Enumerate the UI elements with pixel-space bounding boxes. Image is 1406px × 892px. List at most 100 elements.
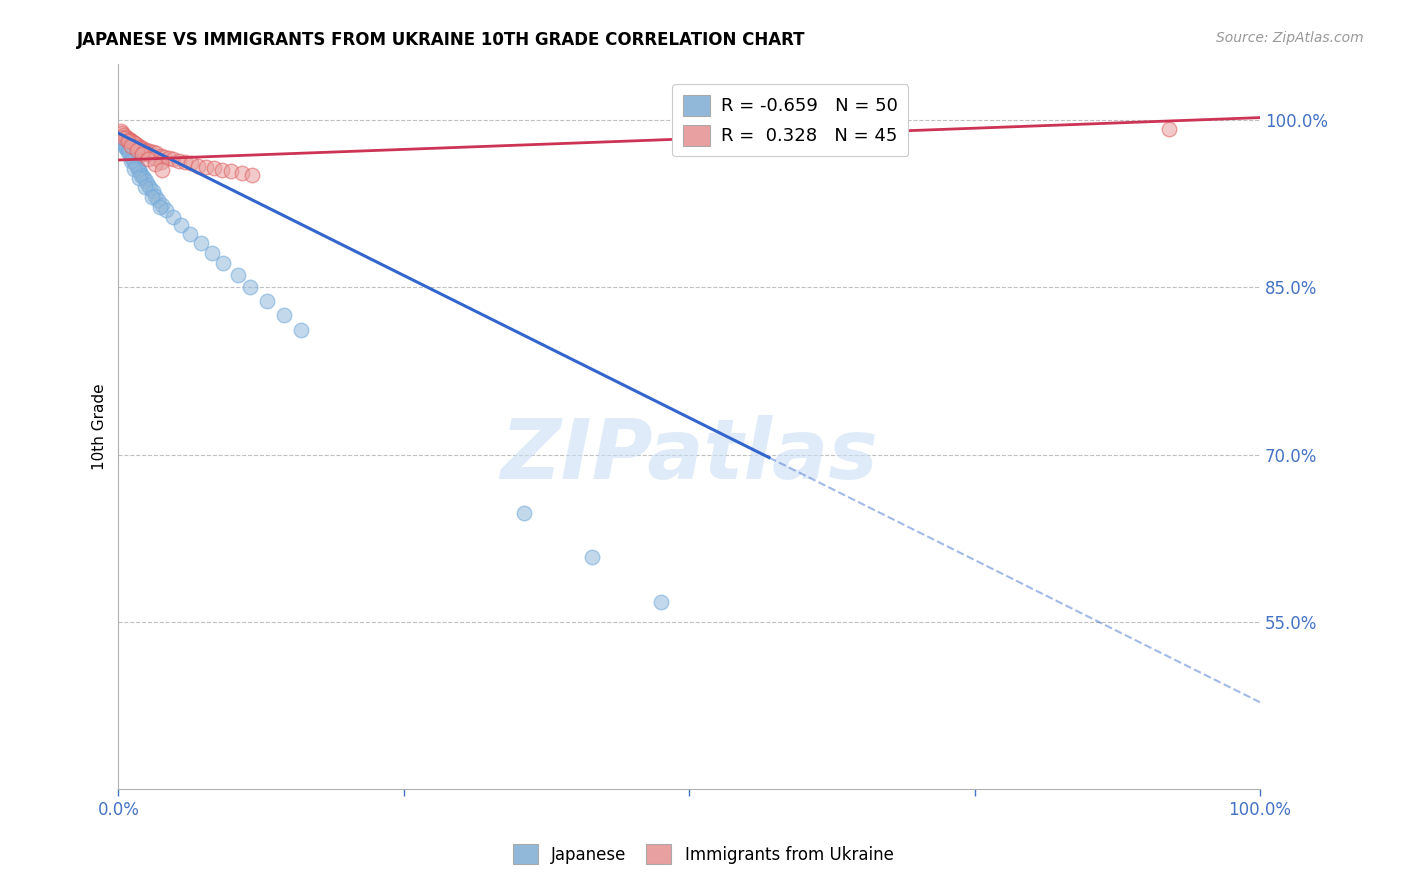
Point xyxy=(110,129,132,144)
Point xyxy=(143,188,166,202)
Point xyxy=(110,124,132,138)
Point xyxy=(112,130,135,145)
Point xyxy=(157,151,180,165)
Point xyxy=(127,138,149,153)
Point xyxy=(136,152,159,166)
Point xyxy=(136,178,159,192)
Point xyxy=(179,227,201,241)
Point xyxy=(256,293,278,308)
Point xyxy=(120,148,142,162)
Point xyxy=(211,163,233,178)
Point xyxy=(170,218,193,232)
Point xyxy=(131,169,153,183)
Legend: R = -0.659   N = 50, R =  0.328   N = 45: R = -0.659 N = 50, R = 0.328 N = 45 xyxy=(672,84,908,156)
Point xyxy=(142,184,165,198)
Point xyxy=(112,137,135,152)
Point xyxy=(212,255,235,269)
Point xyxy=(118,132,141,146)
Point xyxy=(190,235,212,250)
Point xyxy=(120,134,142,148)
Point xyxy=(167,154,190,169)
Point xyxy=(195,160,218,174)
Point xyxy=(115,129,138,144)
Text: ZIPatlas: ZIPatlas xyxy=(501,415,879,496)
Point xyxy=(120,138,142,153)
Point xyxy=(162,210,184,224)
Point xyxy=(120,154,142,169)
Point xyxy=(117,134,139,148)
Point xyxy=(127,161,149,176)
Point xyxy=(290,322,312,336)
Point xyxy=(129,139,152,153)
Point xyxy=(512,506,534,520)
Point xyxy=(131,147,153,161)
Point xyxy=(273,308,295,322)
Point xyxy=(111,135,134,149)
Legend: Japanese, Immigrants from Ukraine: Japanese, Immigrants from Ukraine xyxy=(506,838,900,871)
Point xyxy=(124,161,146,176)
Point xyxy=(112,128,135,143)
Point xyxy=(125,160,148,174)
Point xyxy=(141,190,163,204)
Point xyxy=(187,159,209,173)
Point xyxy=(142,151,165,165)
Point xyxy=(118,133,141,147)
Point xyxy=(150,197,173,211)
Point xyxy=(128,170,150,185)
Point xyxy=(125,143,148,157)
Point xyxy=(201,245,224,260)
Point xyxy=(142,145,165,160)
Point xyxy=(121,151,143,165)
Point xyxy=(202,161,225,175)
Point xyxy=(128,163,150,178)
Point xyxy=(124,155,146,169)
Point xyxy=(149,148,172,162)
Point xyxy=(143,157,166,171)
Point xyxy=(124,136,146,151)
Point xyxy=(162,152,184,166)
Point xyxy=(114,139,136,153)
Point xyxy=(118,144,141,158)
Point xyxy=(239,280,262,294)
Point xyxy=(111,126,134,140)
Point xyxy=(135,143,157,157)
Point xyxy=(153,150,176,164)
Point xyxy=(180,156,202,170)
Y-axis label: 10th Grade: 10th Grade xyxy=(93,384,107,470)
Point xyxy=(148,200,170,214)
Point xyxy=(117,145,139,160)
Point xyxy=(124,157,146,171)
Point xyxy=(139,181,162,195)
Point xyxy=(129,168,152,182)
Point xyxy=(118,146,141,161)
Point xyxy=(132,170,155,185)
Point xyxy=(240,168,263,182)
Point xyxy=(131,141,153,155)
Point xyxy=(111,133,134,147)
Point xyxy=(221,164,243,178)
Point xyxy=(150,163,173,178)
Point xyxy=(122,135,145,149)
Point xyxy=(148,193,170,207)
Point xyxy=(132,144,155,158)
Point xyxy=(149,155,172,169)
Point xyxy=(134,179,156,194)
Point xyxy=(650,595,672,609)
Point xyxy=(115,141,138,155)
Point xyxy=(122,153,145,167)
Point xyxy=(226,268,249,282)
Point xyxy=(135,174,157,188)
Point xyxy=(145,146,167,161)
Text: JAPANESE VS IMMIGRANTS FROM UKRAINE 10TH GRADE CORRELATION CHART: JAPANESE VS IMMIGRANTS FROM UKRAINE 10TH… xyxy=(77,31,806,49)
Point xyxy=(173,155,195,169)
Point xyxy=(128,141,150,155)
Point xyxy=(117,143,139,157)
Text: Source: ZipAtlas.com: Source: ZipAtlas.com xyxy=(1216,31,1364,45)
Point xyxy=(231,166,253,180)
Point xyxy=(136,147,159,161)
Point xyxy=(1157,121,1180,136)
Point xyxy=(155,203,177,218)
Point xyxy=(124,137,146,152)
Point xyxy=(129,165,152,179)
Point xyxy=(138,144,160,158)
